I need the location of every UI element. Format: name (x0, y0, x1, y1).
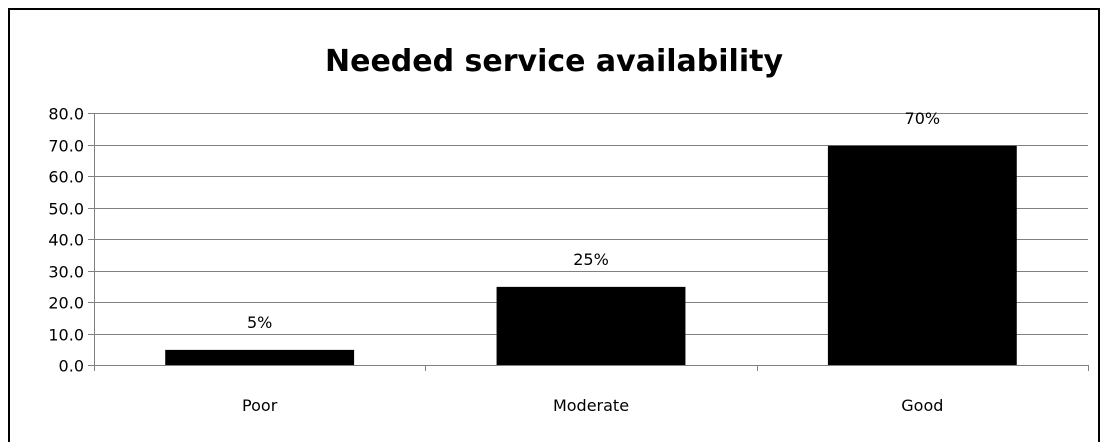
y-tick-label: 10.0 (48, 326, 84, 345)
y-tick-label: 70.0 (48, 137, 84, 156)
y-tick-label: 30.0 (48, 263, 84, 282)
x-category-label: Good (901, 396, 943, 415)
bar-poor (165, 349, 355, 365)
y-tick-label: 0.0 (59, 357, 84, 376)
x-category-label: Moderate (553, 396, 629, 415)
y-tick-label: 50.0 (48, 200, 84, 219)
chart-title: Needed service availability (324, 44, 784, 79)
x-axis-labels: Poor Moderate Good (242, 396, 943, 415)
data-label: 70% (905, 109, 941, 128)
bars (165, 145, 1017, 365)
y-tick-label: 20.0 (48, 294, 84, 313)
x-category-label: Poor (242, 396, 278, 415)
y-tick-label: 40.0 (48, 231, 84, 250)
y-axis-ticks: 0.0 10.0 20.0 30.0 40.0 50.0 60.0 70.0 80.0 (48, 105, 84, 376)
data-label: 25% (573, 250, 609, 269)
data-label: 5% (247, 313, 272, 332)
y-tick-label: 60.0 (48, 168, 84, 187)
bar-moderate (496, 286, 686, 365)
y-tick-label: 80.0 (48, 105, 84, 124)
data-labels: 5% 25% 70% (247, 109, 940, 332)
bar-good (827, 145, 1017, 365)
